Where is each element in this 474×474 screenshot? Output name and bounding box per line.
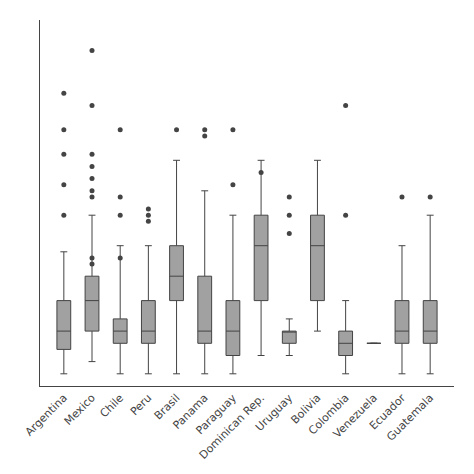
svg-text:Brasil: Brasil xyxy=(152,392,183,423)
svg-text:Peru: Peru xyxy=(128,392,155,419)
svg-text:Chile: Chile xyxy=(98,391,127,420)
svg-text:Mexico: Mexico xyxy=(62,391,99,428)
svg-text:Dominican Rep.: Dominican Rep. xyxy=(197,392,267,462)
svg-text:Paraguay: Paraguay xyxy=(193,391,239,437)
svg-text:Venezuela: Venezuela xyxy=(331,392,380,441)
svg-text:Ecuador: Ecuador xyxy=(367,391,408,432)
svg-text:Bolivia: Bolivia xyxy=(288,392,323,427)
svg-text:Argentina: Argentina xyxy=(23,392,70,439)
svg-text:Panama: Panama xyxy=(170,392,210,432)
svg-text:Uruguay: Uruguay xyxy=(253,391,296,434)
svg-text:Colombia: Colombia xyxy=(306,392,352,438)
svg-text:Guatemala: Guatemala xyxy=(384,392,436,444)
